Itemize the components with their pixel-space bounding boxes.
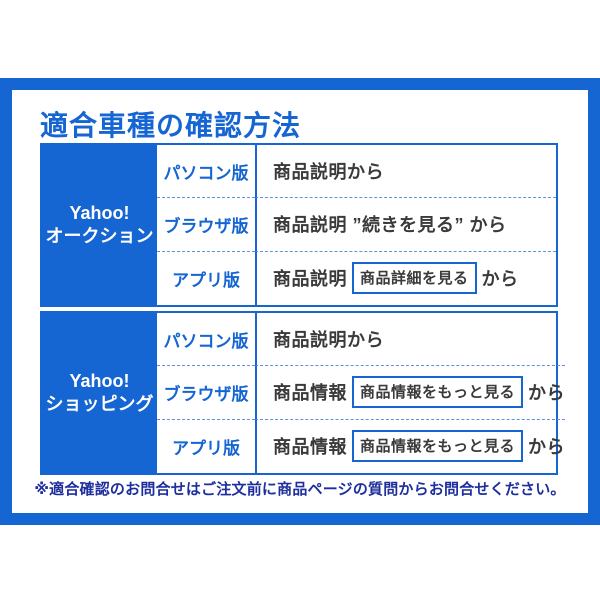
desc-cell: 商品情報 商品情報をもっと見る から (255, 419, 566, 473)
service-name-line1: Yahoo! (69, 370, 130, 391)
desc-cell: 商品説明 ”続きを見る” から (255, 198, 556, 252)
desc-text-prefix: 商品情報 (273, 383, 347, 404)
page-title: 適合車種の確認方法 (40, 110, 302, 141)
desc-text: 商品説明 ”続きを見る” から (273, 215, 507, 236)
desc-cell: 商品説明 商品詳細を見る から (255, 251, 556, 305)
desc-cell: 商品説明から (255, 313, 566, 367)
desc-text-suffix: から (528, 437, 566, 458)
blue-frame: 適合車種の確認方法 Yahoo! オークション パソコン版 商品説明から ブラウ… (0, 78, 600, 525)
desc-cell: 商品情報 商品情報をもっと見る から (255, 366, 566, 420)
platform-cell-browser: ブラウザ版 (157, 198, 255, 252)
platform-cell-app: アプリ版 (172, 438, 240, 458)
desc-text-prefix: 商品情報 (273, 437, 347, 458)
auction-table: Yahoo! オークション パソコン版 商品説明から ブラウザ版 商品説明 ”続… (40, 143, 558, 307)
service-name-line1: Yahoo! (69, 202, 130, 223)
desc-text-suffix: から (481, 269, 519, 290)
desc-cell: 商品説明から (255, 145, 556, 199)
detail-button-box: 商品詳細を見る (352, 262, 477, 295)
desc-text: 商品説明から (273, 162, 384, 183)
desc-text: 商品説明から (273, 330, 384, 351)
service-name-line2: オークション (45, 225, 154, 246)
footer-note: ※適合確認のお問合せはご注文前に商品ページの質問からお問合せください。 (34, 481, 566, 498)
platform-cell-pc: パソコン版 (157, 313, 255, 367)
platform-cell-app: アプリ版 (172, 270, 240, 290)
service-name-line2: ショッピング (45, 393, 154, 414)
more-info-button-box: 商品情報をもっと見る (352, 430, 524, 463)
platform-cell-pc: パソコン版 (157, 145, 255, 199)
desc-text-suffix: から (528, 383, 566, 404)
shopping-table: Yahoo! ショッピング パソコン版 商品説明から ブラウザ版 商品情報 商品… (40, 311, 566, 475)
service-cell-auction: Yahoo! オークション (42, 145, 157, 305)
service-cell-shopping: Yahoo! ショッピング (42, 313, 157, 473)
platform-cell-browser: ブラウザ版 (157, 366, 255, 420)
desc-text-prefix: 商品説明 (273, 269, 347, 290)
more-info-button-box: 商品情報をもっと見る (352, 376, 524, 409)
